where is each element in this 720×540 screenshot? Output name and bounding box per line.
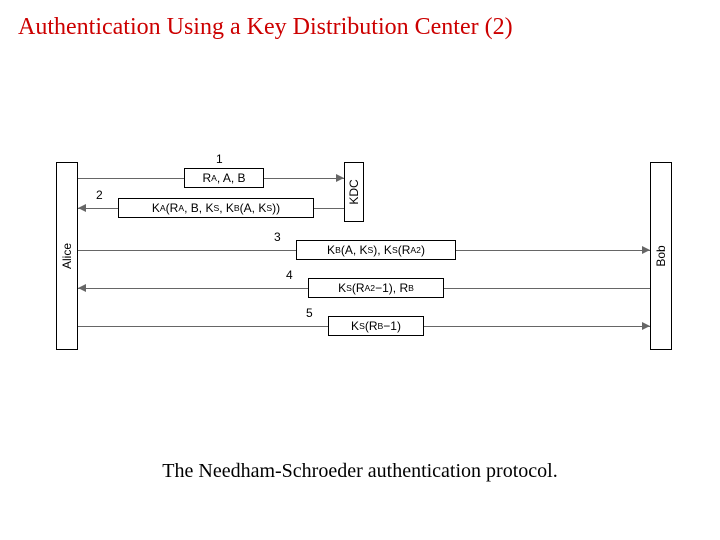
message-3-number: 3 <box>274 230 281 244</box>
message-1-box: RA, A, B <box>184 168 264 188</box>
message-1-number: 1 <box>216 152 223 166</box>
actor-kdc: KDC <box>344 162 364 222</box>
actor-kdc-label: KDC <box>347 179 361 204</box>
message-arrow-segment <box>78 326 328 327</box>
arrowhead-icon <box>78 284 86 292</box>
message-arrow-segment <box>456 250 650 251</box>
message-arrow-segment <box>264 178 344 179</box>
arrowhead-icon <box>78 204 86 212</box>
message-2-box: KA (RA, B, KS, KB(A, KS)) <box>118 198 314 218</box>
message-arrow-segment <box>78 178 184 179</box>
message-4-box: KS (RA2 −1), RB <box>308 278 444 298</box>
figure-caption: The Needham-Schroeder authentication pro… <box>0 460 720 483</box>
arrowhead-icon <box>642 246 650 254</box>
actor-bob: Bob <box>650 162 672 350</box>
message-arrow-segment <box>78 288 308 289</box>
message-arrow-segment <box>78 250 296 251</box>
message-arrow-segment <box>314 208 344 209</box>
arrowhead-icon <box>642 322 650 330</box>
protocol-diagram: AliceKDCBob1RA, A, B2KA (RA, B, KS, KB(A… <box>56 162 672 350</box>
actor-alice-label: Alice <box>60 243 74 269</box>
actor-alice: Alice <box>56 162 78 350</box>
actor-bob-label: Bob <box>654 245 668 266</box>
arrowhead-icon <box>336 174 344 182</box>
page-title: Authentication Using a Key Distribution … <box>18 14 513 41</box>
message-2-number: 2 <box>96 188 103 202</box>
message-4-number: 4 <box>286 268 293 282</box>
message-5-number: 5 <box>306 306 313 320</box>
message-3-box: KB(A, KS), KS (RA2) <box>296 240 456 260</box>
message-arrow-segment <box>424 326 650 327</box>
message-arrow-segment <box>444 288 650 289</box>
message-5-box: KS (RB −1) <box>328 316 424 336</box>
